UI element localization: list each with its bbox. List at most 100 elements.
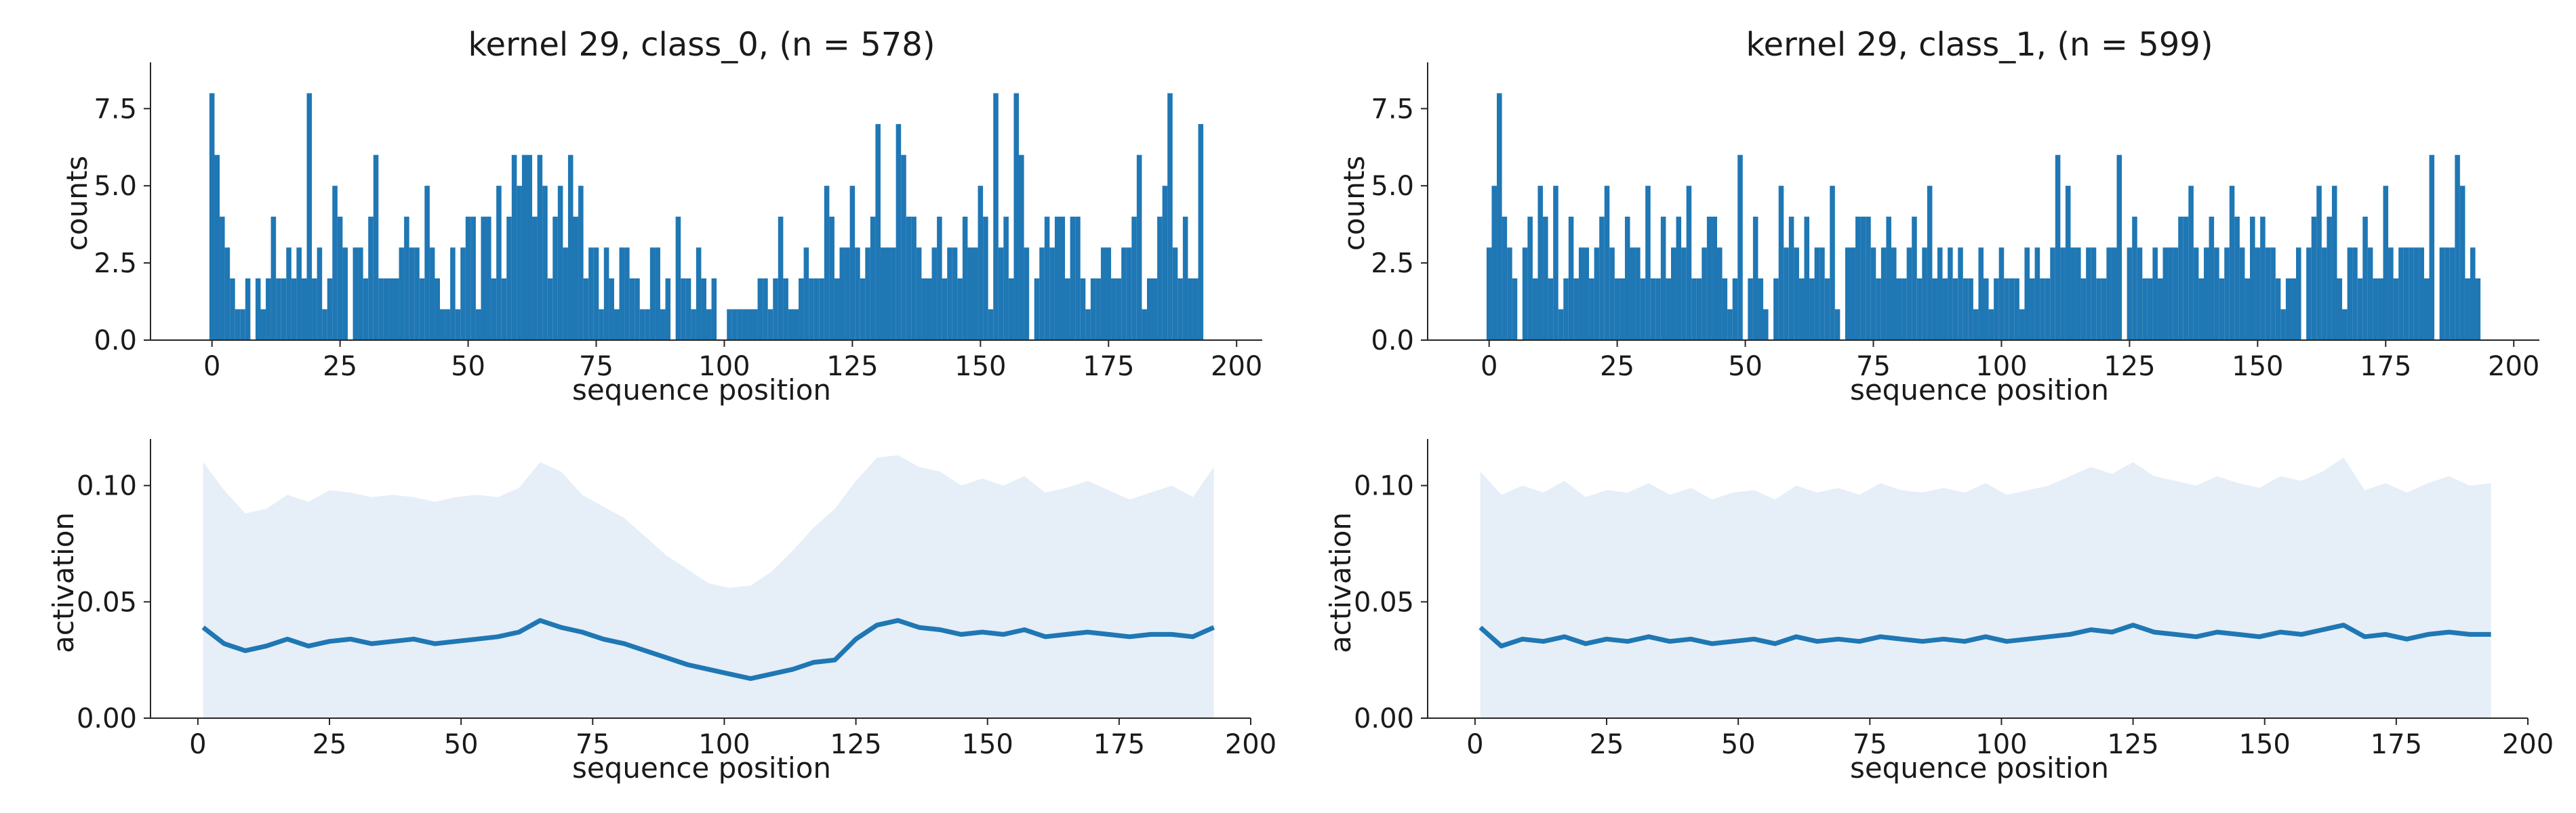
- histogram-bar: [573, 216, 579, 340]
- histogram-bar: [1681, 247, 1687, 340]
- histogram-bar: [624, 247, 630, 340]
- histogram-bar: [1712, 216, 1718, 340]
- histogram-bar: [2331, 186, 2337, 340]
- y-tick-label: 0.0: [94, 325, 137, 356]
- histogram-bar: [1537, 186, 1544, 340]
- histogram-bar: [2076, 247, 2081, 340]
- histogram-bar: [845, 247, 850, 340]
- histogram-bar: [1686, 186, 1692, 340]
- y-tick-label: 2.5: [94, 248, 137, 279]
- histogram-bar: [1737, 154, 1743, 341]
- x-tick-label: 100: [1975, 729, 2027, 760]
- histogram-bar: [1568, 216, 1574, 340]
- histogram-bar: [2214, 247, 2219, 340]
- histogram-bar: [1142, 309, 1147, 340]
- x-tick-label: 50: [444, 729, 479, 760]
- histogram-bar: [824, 186, 830, 340]
- histogram-bar: [2296, 247, 2301, 340]
- histogram-bar: [962, 216, 968, 340]
- histogram-bar: [2229, 186, 2235, 340]
- histogram-bar: [1927, 186, 1933, 340]
- histogram-bar: [363, 278, 369, 340]
- histogram-bar: [1994, 278, 1999, 340]
- histogram-bar: [767, 309, 773, 340]
- histogram-bar: [2423, 278, 2430, 340]
- histogram-bar: [209, 93, 215, 340]
- histogram-bar: [506, 216, 512, 340]
- x-tick-label: 125: [2107, 729, 2158, 760]
- histogram-bar: [1522, 247, 1528, 340]
- y-tick-label: 0.05: [77, 587, 137, 618]
- histogram-bar: [393, 278, 399, 340]
- histogram-bar: [2203, 247, 2209, 340]
- histogram-bar: [665, 278, 671, 340]
- histogram-bar: [2040, 278, 2045, 340]
- histogram-bar: [317, 247, 323, 340]
- histogram-bar: [2198, 278, 2204, 340]
- y-axis-ticks: 0.0 2.5 5.0 7.5: [94, 93, 150, 356]
- histogram-bar: [368, 216, 374, 340]
- histogram-bar: [1172, 247, 1178, 340]
- histogram-bar: [2260, 216, 2266, 340]
- histogram-bar: [1599, 216, 1605, 340]
- x-tick-label: 100: [1975, 351, 2027, 382]
- histogram-bar: [2255, 247, 2261, 340]
- histogram-bar: [701, 278, 706, 340]
- x-tick-label: 125: [2104, 351, 2155, 382]
- y-tick-label: 5.0: [1371, 171, 1414, 202]
- histogram-bar: [747, 309, 753, 340]
- histogram-bar: [429, 247, 435, 340]
- x-axis-ticks: 0 25 50 75 100 125 150 175 200: [1481, 340, 2539, 382]
- histogram-bar: [2045, 278, 2051, 340]
- histogram-bar: [306, 93, 313, 340]
- histogram-bar: [2275, 278, 2281, 340]
- histogram-bar: [1070, 216, 1076, 340]
- histogram-bar: [1584, 247, 1590, 340]
- histogram-bar: [2377, 278, 2383, 340]
- histogram-bar: [1085, 309, 1091, 340]
- histogram-bar: [1809, 278, 1815, 340]
- histogram-bar: [1870, 247, 1876, 340]
- y-tick-label: 5.0: [94, 171, 137, 202]
- histogram-bar: [286, 247, 291, 340]
- y-axis-label: activation: [47, 512, 80, 653]
- histogram-bar: [255, 278, 261, 340]
- histogram-bar: [895, 124, 902, 341]
- histogram-bar: [711, 278, 717, 340]
- histogram-bar: [460, 247, 466, 340]
- histogram-bar: [603, 247, 609, 340]
- histogram-bar: [2383, 186, 2389, 340]
- histogram-bar: [901, 154, 906, 341]
- histogram-bar: [891, 247, 896, 340]
- histogram-bar: [491, 278, 497, 340]
- histogram-bar: [809, 278, 814, 340]
- histogram-bar: [742, 309, 748, 340]
- histogram-bar: [839, 247, 845, 340]
- histogram-bar: [1131, 216, 1137, 340]
- histogram-bar: [2147, 278, 2153, 340]
- histogram-bar: [1932, 278, 1937, 340]
- histogram-bar: [2270, 247, 2276, 340]
- histogram-bar: [1162, 186, 1168, 340]
- histogram-bar: [1973, 309, 1979, 340]
- histogram-bar: [609, 278, 614, 340]
- histogram-bar: [1794, 247, 1799, 340]
- histogram-bar: [1178, 278, 1183, 340]
- histogram-bar: [1609, 247, 1615, 340]
- histogram-bar: [967, 247, 973, 340]
- histogram-bar: [875, 124, 881, 341]
- histogram-bar: [296, 247, 302, 340]
- histogram-bar: [1860, 216, 1866, 340]
- histogram-bar: [583, 278, 589, 340]
- x-axis-label: sequence position: [1850, 751, 2109, 785]
- histogram-bar: [1958, 247, 1963, 340]
- histogram-bar: [655, 247, 660, 340]
- histogram-bar: [1758, 278, 1764, 340]
- histogram-bar: [1968, 278, 1973, 340]
- x-axis-ticks: 0 25 50 75 100 125 150 175 200: [1466, 718, 2554, 760]
- histogram-bar: [681, 278, 686, 340]
- histogram-bar: [373, 154, 379, 341]
- histogram-bar: [865, 247, 870, 340]
- histogram-bar: [547, 278, 553, 340]
- histogram-bar: [993, 93, 999, 340]
